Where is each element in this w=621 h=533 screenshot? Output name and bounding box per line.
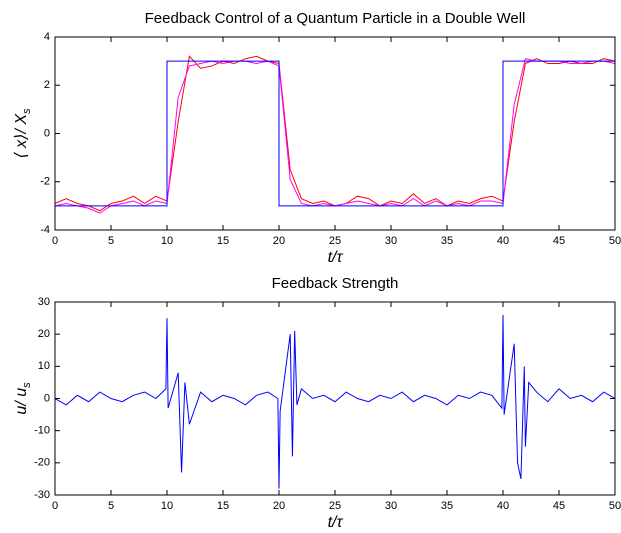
y-tick-label: -30 <box>34 489 50 501</box>
plot-area <box>55 302 615 495</box>
data-line <box>55 314 615 489</box>
x-tick-label: 25 <box>329 500 341 512</box>
x-tick-label: 30 <box>385 500 397 512</box>
x-tick-label: 40 <box>497 235 509 247</box>
axes-frame <box>54 301 616 496</box>
x-tick-label: 35 <box>441 500 453 512</box>
y-label-sub: s <box>21 382 33 388</box>
y-axis-label: ⟨ x⟩/ Xs <box>13 108 33 159</box>
y-tick-label: 2 <box>44 79 50 91</box>
chart-title: Feedback Strength <box>272 275 399 292</box>
x-tick-label: 20 <box>273 500 285 512</box>
y-tick-label: 30 <box>38 296 50 308</box>
x-tick-label: 25 <box>329 235 341 247</box>
x-axis-label: t/τ <box>328 514 344 531</box>
chart-title: Feedback Control of a Quantum Particle i… <box>145 10 526 27</box>
x-tick-label: 5 <box>108 500 114 512</box>
x-axis-label: t/τ <box>328 249 344 266</box>
y-tick-label: -20 <box>34 457 50 469</box>
y-tick-label: 4 <box>44 31 50 43</box>
x-tick-label: 50 <box>609 235 621 247</box>
x-tick-label: 0 <box>52 500 58 512</box>
data-line <box>55 60 615 207</box>
y-tick-label: -2 <box>40 176 50 188</box>
x-tick-label: 30 <box>385 235 397 247</box>
x-tick-label: 45 <box>553 500 565 512</box>
y-tick-label: 0 <box>44 127 50 139</box>
plot-lines <box>55 314 615 489</box>
x-tick-label: 5 <box>108 235 114 247</box>
x-tick-label: 45 <box>553 235 565 247</box>
plot-lines <box>55 55 615 214</box>
y-tick-label: -4 <box>40 224 50 236</box>
y-tick-label: 0 <box>44 392 50 404</box>
x-tick-label: 10 <box>161 500 173 512</box>
y-label-main: u/ u <box>13 388 30 415</box>
axes-frame <box>54 36 616 231</box>
y-tick-label: -10 <box>34 425 50 437</box>
x-tick-label: 15 <box>217 235 229 247</box>
x-tick-label: 15 <box>217 500 229 512</box>
plot-area <box>55 37 615 230</box>
x-tick-label: 20 <box>273 235 285 247</box>
x-tick-label: 35 <box>441 235 453 247</box>
y-label-sub: s <box>21 108 33 114</box>
x-tick-label: 10 <box>161 235 173 247</box>
y-label-main: ⟨ x⟩/ X <box>13 113 30 159</box>
x-tick-label: 0 <box>52 235 58 247</box>
x-tick-label: 40 <box>497 500 509 512</box>
x-tick-label: 50 <box>609 500 621 512</box>
y-tick-label: 10 <box>38 360 50 372</box>
y-tick-label: 20 <box>38 328 50 340</box>
y-axis-label: u/ us <box>13 382 33 415</box>
